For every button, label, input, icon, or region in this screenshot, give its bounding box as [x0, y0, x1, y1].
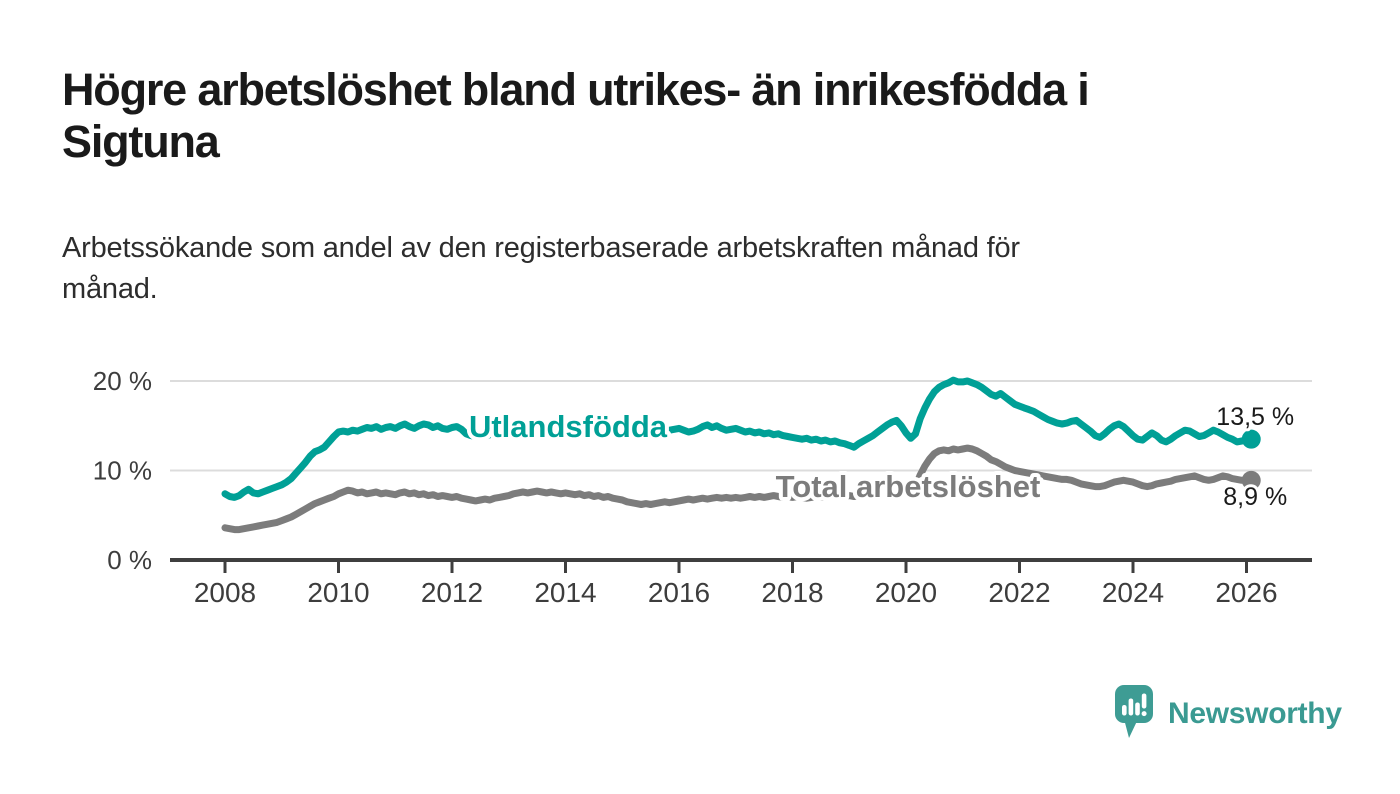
page-title-line-1: Högre arbetslöshet bland utrikes- än inr…: [62, 64, 1090, 115]
page-subtitle-line-2: månad.: [62, 273, 158, 305]
series-label-total: Total arbetslöshet: [776, 469, 1041, 504]
page-title: Högre arbetslöshet bland utrikes- än inr…: [62, 64, 1352, 168]
x-axis-label: 2008: [194, 577, 256, 608]
series-label-utlandsfodda: Utlandsfödda: [469, 409, 668, 444]
series-line-total: [221, 444, 1255, 534]
x-axis-label: 2018: [761, 577, 823, 608]
brand-name: Newsworthy: [1168, 697, 1342, 730]
x-axis-label: 2026: [1215, 577, 1277, 608]
newsworthy-logo-icon: [1115, 685, 1153, 738]
x-axis-label: 2010: [307, 577, 369, 608]
series-end-value-total: 8,9 %: [1223, 483, 1287, 511]
y-axis-label: 10 %: [93, 456, 152, 486]
page-subtitle: Arbetssökande som andel av den registerb…: [62, 228, 1352, 310]
x-axis-label: 2016: [648, 577, 710, 608]
y-axis-label: 20 %: [93, 366, 152, 396]
page-title-line-2: Sigtuna: [62, 116, 220, 167]
x-axis-label: 2012: [421, 577, 483, 608]
unemployment-line-chart: 2008 2010 2012 2014 2016 2018 2020 2022 2024 2026…: [93, 366, 1312, 608]
series-end-value-utlandsfodda: 13,5 %: [1216, 403, 1294, 431]
x-axis-label: 2022: [988, 577, 1050, 608]
series-line-utlandsfodda: [221, 376, 1255, 501]
series-end-dot-utlandsfodda: [1241, 429, 1261, 449]
y-axis-label: 0 %: [107, 545, 152, 575]
x-axis-label: 2024: [1102, 577, 1164, 608]
newsworthy-brand: Newsworthy: [1112, 684, 1342, 744]
x-axis-label: 2020: [875, 577, 937, 608]
page-subtitle-line-1: Arbetssökande som andel av den registerb…: [62, 232, 1020, 264]
series-end-dot-total: [1241, 470, 1261, 490]
x-axis-label: 2014: [534, 577, 596, 608]
